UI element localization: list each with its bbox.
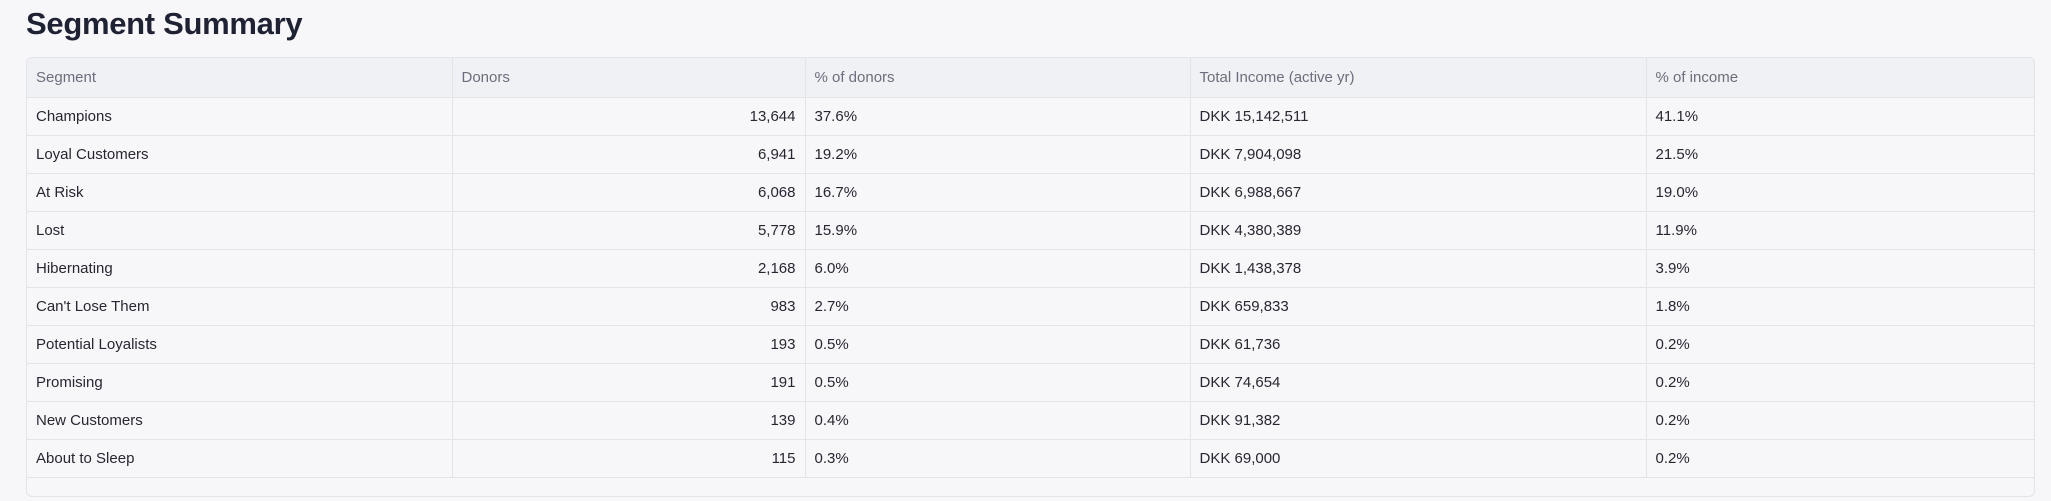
cell-total-income[interactable]: DKK 61,736 bbox=[1190, 325, 1647, 364]
page-title: Segment Summary bbox=[26, 6, 303, 41]
segment-summary-table: Segment Donors % of donors Total Income … bbox=[27, 58, 2034, 478]
table-row: Lost 5,778 15.9% DKK 4,380,389 11.9% bbox=[27, 211, 2034, 250]
table-row: Hibernating 2,168 6.0% DKK 1,438,378 3.9% bbox=[27, 249, 2034, 288]
cell-segment[interactable]: Potential Loyalists bbox=[27, 325, 453, 364]
column-header-total-income[interactable]: Total Income (active yr) bbox=[1190, 58, 1647, 98]
table-body: Champions 13,644 37.6% DKK 15,142,511 41.1% L… bbox=[27, 97, 2034, 478]
cell-pct-income[interactable]: 0.2% bbox=[1646, 325, 2034, 364]
cell-pct-donors[interactable]: 19.2% bbox=[805, 135, 1191, 174]
table-row: At Risk 6,068 16.7% DKK 6,988,667 19.0% bbox=[27, 173, 2034, 212]
cell-total-income[interactable]: DKK 15,142,511 bbox=[1190, 97, 1647, 136]
cell-donors[interactable]: 5,778 bbox=[452, 211, 806, 250]
cell-pct-income[interactable]: 21.5% bbox=[1646, 135, 2034, 174]
cell-donors[interactable]: 139 bbox=[452, 401, 806, 440]
cell-total-income[interactable]: DKK 74,654 bbox=[1190, 363, 1647, 402]
table-row: Champions 13,644 37.6% DKK 15,142,511 41.1% bbox=[27, 97, 2034, 136]
cell-segment[interactable]: Loyal Customers bbox=[27, 135, 453, 174]
cell-total-income[interactable]: DKK 1,438,378 bbox=[1190, 249, 1647, 288]
table-row: Can't Lose Them 983 2.7% DKK 659,833 1.8% bbox=[27, 287, 2034, 326]
cell-total-income[interactable]: DKK 4,380,389 bbox=[1190, 211, 1647, 250]
cell-donors[interactable]: 191 bbox=[452, 363, 806, 402]
cell-total-income[interactable]: DKK 7,904,098 bbox=[1190, 135, 1647, 174]
cell-pct-donors[interactable]: 2.7% bbox=[805, 287, 1191, 326]
cell-donors[interactable]: 13,644 bbox=[452, 97, 806, 136]
cell-donors[interactable]: 983 bbox=[452, 287, 806, 326]
cell-total-income[interactable]: DKK 69,000 bbox=[1190, 439, 1647, 478]
table-row: New Customers 139 0.4% DKK 91,382 0.2% bbox=[27, 401, 2034, 440]
cell-total-income[interactable]: DKK 6,988,667 bbox=[1190, 173, 1647, 212]
segment-table-container[interactable]: Segment Donors % of donors Total Income … bbox=[26, 57, 2035, 497]
cell-pct-donors[interactable]: 0.4% bbox=[805, 401, 1191, 440]
column-header-pct-donors[interactable]: % of donors bbox=[805, 58, 1191, 98]
cell-segment[interactable]: Lost bbox=[27, 211, 453, 250]
cell-pct-income[interactable]: 41.1% bbox=[1646, 97, 2034, 136]
cell-pct-income[interactable]: 0.2% bbox=[1646, 363, 2034, 402]
table-header-row: Segment Donors % of donors Total Income … bbox=[27, 58, 2034, 98]
column-header-donors[interactable]: Donors bbox=[452, 58, 806, 98]
cell-pct-donors[interactable]: 0.3% bbox=[805, 439, 1191, 478]
table-row: About to Sleep 115 0.3% DKK 69,000 0.2% bbox=[27, 439, 2034, 478]
cell-total-income[interactable]: DKK 91,382 bbox=[1190, 401, 1647, 440]
cell-donors[interactable]: 193 bbox=[452, 325, 806, 364]
cell-total-income[interactable]: DKK 659,833 bbox=[1190, 287, 1647, 326]
cell-segment[interactable]: About to Sleep bbox=[27, 439, 453, 478]
table-row: Loyal Customers 6,941 19.2% DKK 7,904,098 21… bbox=[27, 135, 2034, 174]
cell-pct-donors[interactable]: 0.5% bbox=[805, 325, 1191, 364]
cell-pct-donors[interactable]: 15.9% bbox=[805, 211, 1191, 250]
cell-pct-income[interactable]: 3.9% bbox=[1646, 249, 2034, 288]
cell-pct-income[interactable]: 11.9% bbox=[1646, 211, 2034, 250]
cell-pct-donors[interactable]: 37.6% bbox=[805, 97, 1191, 136]
cell-pct-donors[interactable]: 16.7% bbox=[805, 173, 1191, 212]
cell-pct-donors[interactable]: 0.5% bbox=[805, 363, 1191, 402]
cell-segment[interactable]: Hibernating bbox=[27, 249, 453, 288]
cell-donors[interactable]: 6,941 bbox=[452, 135, 806, 174]
table-row: Potential Loyalists 193 0.5% DKK 61,736 0.2% bbox=[27, 325, 2034, 364]
cell-donors[interactable]: 2,168 bbox=[452, 249, 806, 288]
column-header-pct-income[interactable]: % of income bbox=[1646, 58, 2034, 98]
cell-segment[interactable]: New Customers bbox=[27, 401, 453, 440]
cell-segment[interactable]: At Risk bbox=[27, 173, 453, 212]
table-header: Segment Donors % of donors Total Income … bbox=[27, 58, 2034, 98]
table-row: Promising 191 0.5% DKK 74,654 0.2% bbox=[27, 363, 2034, 402]
cell-donors[interactable]: 6,068 bbox=[452, 173, 806, 212]
cell-segment[interactable]: Champions bbox=[27, 97, 453, 136]
cell-segment[interactable]: Promising bbox=[27, 363, 453, 402]
cell-pct-income[interactable]: 0.2% bbox=[1646, 401, 2034, 440]
cell-pct-income[interactable]: 0.2% bbox=[1646, 439, 2034, 478]
cell-pct-income[interactable]: 1.8% bbox=[1646, 287, 2034, 326]
cell-segment[interactable]: Can't Lose Them bbox=[27, 287, 453, 326]
cell-donors[interactable]: 115 bbox=[452, 439, 806, 478]
cell-pct-income[interactable]: 19.0% bbox=[1646, 173, 2034, 212]
cell-pct-donors[interactable]: 6.0% bbox=[805, 249, 1191, 288]
column-header-segment[interactable]: Segment bbox=[27, 58, 453, 98]
